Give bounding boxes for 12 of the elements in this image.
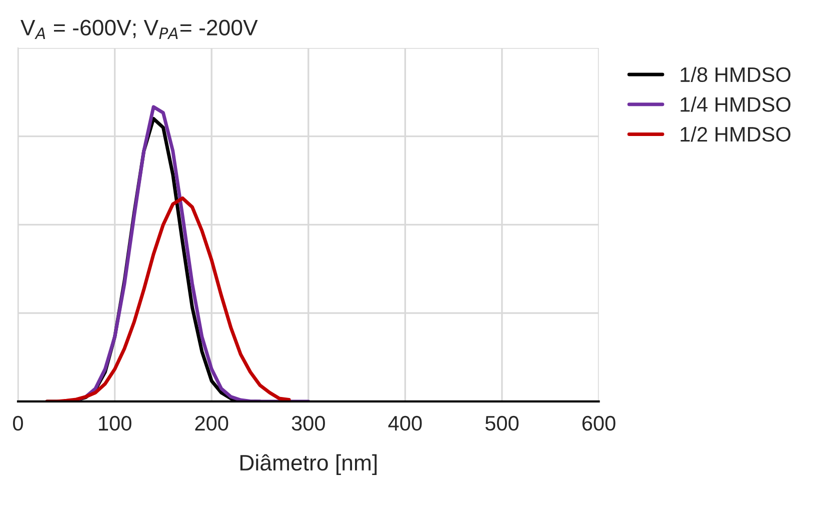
x-axis-title: Diâmetro [nm]: [240, 454, 377, 476]
x-tick-label: 500: [485, 416, 519, 431]
legend-label: 1/8 HMDSO: [680, 66, 790, 82]
x-tick-label: 300: [292, 416, 325, 431]
x-tick-label: 100: [99, 416, 132, 431]
legend-label: 1/2 HMDSO: [680, 126, 790, 142]
x-tick-label: 0: [13, 416, 23, 431]
x-tick-label: 200: [195, 416, 228, 431]
x-tick-label: 400: [388, 416, 422, 431]
legend-label: 1/4 HMDSO: [680, 96, 790, 112]
x-tick-label: 600: [582, 416, 616, 431]
chart-title: V$_{A}$ = -600V; V$_{PA}$= -200V: [20, 20, 258, 39]
